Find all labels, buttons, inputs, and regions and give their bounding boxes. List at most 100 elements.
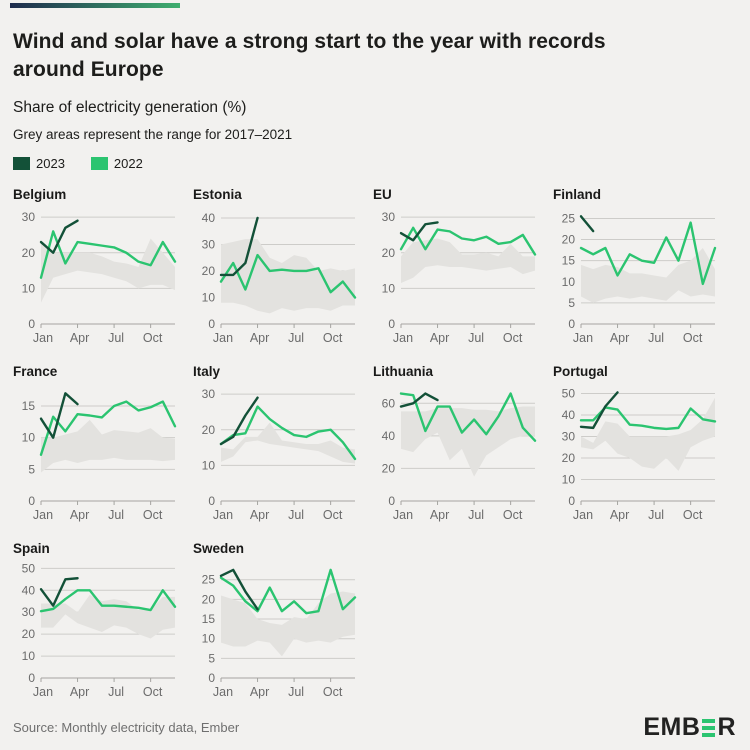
- chart-spain: Spain 0 10 20 30 40 50 Jan Apr Jul Oct: [13, 541, 193, 707]
- ytick-label: 10: [562, 473, 576, 487]
- ytick-label: 0: [208, 317, 215, 331]
- ytick-label: 15: [202, 612, 216, 626]
- ytick-label: 15: [22, 399, 36, 413]
- ytick-label: 15: [562, 254, 576, 268]
- chart-canvas-italy: 0 10 20 30 Jan Apr Jul Oct: [202, 388, 357, 522]
- xtick-label: Apr: [70, 508, 89, 522]
- series-2022-italy: [219, 405, 357, 461]
- range-note: Grey areas represent the range for 2017–…: [13, 127, 293, 143]
- xtick-label: Jan: [393, 508, 413, 522]
- brand-gradient-bar: [10, 3, 180, 8]
- xtick-label: Jan: [393, 331, 413, 345]
- ytick-label: 50: [562, 387, 576, 401]
- ytick-label: 20: [562, 451, 576, 465]
- ytick-label: 25: [562, 212, 576, 226]
- series-2023-lithuania: [399, 392, 439, 409]
- chart-canvas-finland: 0 5 10 15 20 25 Jan Apr Jul Oct: [562, 212, 717, 345]
- series-2023-portugal: [579, 391, 619, 430]
- ytick-label: 30: [202, 238, 216, 252]
- chart-canvas-belgium: 0 10 20 30 Jan Apr Jul Oct: [22, 211, 177, 345]
- chart-title-belgium: Belgium: [13, 187, 67, 203]
- charts-grid: Belgium 0 10 20 30 Jan Apr Jul Oct Estonia 0 10 20 30…: [13, 187, 750, 707]
- ytick-label: 10: [22, 650, 36, 664]
- chart-eu: EU 0 10 20 30 Jan Apr Jul Oct: [373, 187, 553, 353]
- series-2023-italy: [219, 396, 259, 446]
- chart-title-finland: Finland: [553, 187, 601, 203]
- chart-finland: Finland 0 5 10 15 20 25 Jan Apr Jul Oct: [553, 187, 733, 353]
- ytick-label: 5: [28, 463, 35, 477]
- ytick-label: 30: [562, 430, 576, 444]
- legend-label-2022: 2022: [113, 156, 143, 172]
- ytick-label: 20: [22, 628, 36, 642]
- xtick-label: Jan: [573, 331, 593, 345]
- chart-france: France 0 5 10 15 Jan Apr Jul Oct: [13, 364, 193, 530]
- range-band-italy: [221, 423, 355, 465]
- series-2022-france: [39, 400, 177, 457]
- xtick-label: Oct: [143, 685, 163, 699]
- ytick-label: 0: [388, 317, 395, 331]
- series-2023-france: [39, 392, 79, 440]
- series-2023-finland: [579, 215, 595, 233]
- chart-title-spain: Spain: [13, 541, 50, 557]
- series-2022-eu: [399, 227, 537, 257]
- xtick-label: Apr: [70, 685, 89, 699]
- ytick-label: 40: [22, 584, 36, 598]
- chart-title-eu: EU: [373, 187, 392, 203]
- xtick-label: Apr: [70, 331, 89, 345]
- ytick-label: 0: [28, 317, 35, 331]
- ytick-label: 30: [202, 388, 216, 402]
- range-band-estonia: [221, 239, 355, 314]
- xtick-label: Jul: [288, 508, 304, 522]
- range-band-eu: [401, 238, 535, 284]
- ytick-label: 20: [562, 233, 576, 247]
- chart-subtitle: Share of electricity generation (%): [13, 99, 247, 117]
- xtick-label: Apr: [430, 331, 449, 345]
- series-2023-eu: [399, 221, 439, 242]
- ytick-label: 20: [382, 462, 396, 476]
- ytick-label: 0: [208, 671, 215, 685]
- xtick-label: Oct: [323, 508, 343, 522]
- xtick-label: Jan: [213, 331, 233, 345]
- ytick-label: 10: [202, 291, 216, 305]
- range-band-sweden: [221, 591, 355, 657]
- chart-canvas-spain: 0 10 20 30 40 50 Jan Apr Jul Oct: [22, 562, 177, 699]
- ytick-label: 10: [22, 431, 36, 445]
- ytick-label: 10: [202, 459, 216, 473]
- logo-text-right: R: [717, 713, 736, 742]
- ytick-label: 60: [382, 397, 396, 411]
- ytick-label: 30: [22, 606, 36, 620]
- range-band-spain: [41, 595, 175, 639]
- chart-canvas-sweden: 0 5 10 15 20 25 Jan Apr Jul Oct: [202, 569, 357, 699]
- header: Wind and solar have a strong start to th…: [0, 8, 750, 171]
- xtick-label: Apr: [610, 508, 629, 522]
- chart-lithuania: Lithuania 0 20 40 60 Jan Apr Jul Oct: [373, 364, 553, 530]
- chart-portugal: Portugal 0 10 20 30 40 50 Jan Apr Jul Oct: [553, 364, 733, 530]
- ytick-label: 40: [202, 211, 216, 225]
- series-2022-spain: [39, 589, 177, 613]
- xtick-label: Oct: [683, 331, 703, 345]
- chart-sweden: Sweden 0 5 10 15 20 25 Jan Apr Jul Oct: [193, 541, 373, 707]
- page-title: Wind and solar have a strong start to th…: [13, 30, 606, 81]
- ytick-label: 10: [382, 282, 396, 296]
- ytick-label: 0: [208, 494, 215, 508]
- xtick-label: Jul: [288, 331, 304, 345]
- source-text: Source: Monthly electricity data, Ember: [13, 720, 240, 736]
- chart-estonia: Estonia 0 10 20 30 40 Jan Apr Jul Oct: [193, 187, 373, 353]
- xtick-label: Oct: [323, 685, 343, 699]
- legend-swatch-2022: [90, 157, 108, 171]
- xtick-label: Oct: [503, 331, 523, 345]
- chart-title-estonia: Estonia: [193, 187, 242, 203]
- xtick-label: Apr: [250, 685, 269, 699]
- xtick-label: Jan: [33, 331, 53, 345]
- ytick-label: 20: [382, 246, 396, 260]
- ember-logo: EMB R: [643, 713, 736, 742]
- legend-swatch-2023: [13, 157, 30, 171]
- legend-item-2022: 2022: [90, 156, 143, 172]
- xtick-label: Apr: [430, 508, 449, 522]
- xtick-label: Jul: [468, 331, 484, 345]
- range-band-france: [41, 420, 175, 473]
- ytick-label: 40: [382, 429, 396, 443]
- footer: Source: Monthly electricity data, Ember …: [13, 713, 736, 742]
- range-band-belgium: [41, 238, 175, 304]
- xtick-label: Apr: [250, 508, 269, 522]
